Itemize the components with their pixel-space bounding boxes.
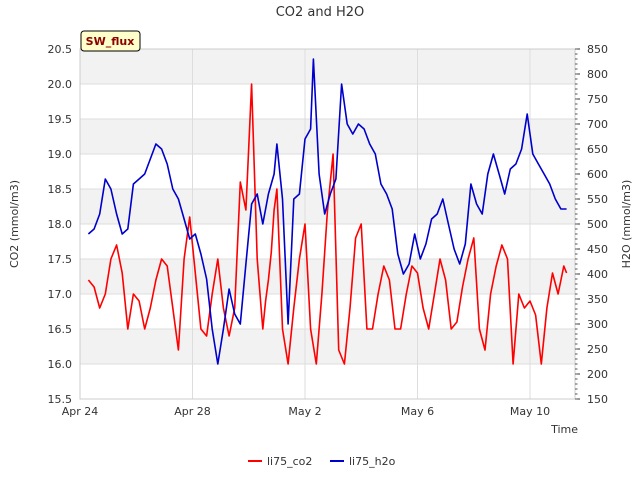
plot-band (80, 49, 575, 84)
series-line-li75_co2 (87, 83, 568, 365)
legend: li75_co2 li75_h2o (248, 455, 396, 468)
sw-flux-badge[interactable]: SW_flux (80, 30, 141, 52)
badge-box (80, 30, 141, 52)
legend-label-co2: li75_co2 (267, 455, 312, 468)
y-right-tick-label: 450 (587, 243, 608, 256)
y-right-tick-label: 500 (587, 218, 608, 231)
y-left-tick-label: 18.5 (48, 183, 73, 196)
badge-label: SW_flux (86, 35, 135, 48)
x-tick-label: May 6 (401, 405, 434, 418)
x-tick-label: Apr 24 (62, 405, 99, 418)
series-line-li75_h2o (87, 58, 567, 365)
plot-band (80, 329, 575, 364)
chart-title: CO2 and H2O (276, 5, 365, 20)
y-right-tick-label: 750 (587, 93, 608, 106)
y-left-tick-label: 17.5 (48, 253, 73, 266)
right-axis-ticks: 150 200 250 300 350 400 450 500 550 600 650 700 750 8… (575, 43, 608, 406)
y-right-tick-label: 300 (587, 318, 608, 331)
y-right-tick-label: 250 (587, 343, 608, 356)
y-left-tick-label: 19.0 (48, 148, 73, 161)
x-axis-label: Time (550, 423, 578, 436)
legend-item-h2o[interactable]: li75_h2o (330, 455, 396, 468)
legend-label-h2o: li75_h2o (349, 455, 396, 468)
x-tick-label: Apr 28 (174, 405, 211, 418)
y-left-tick-label: 16.0 (48, 358, 73, 371)
x-tick-label: May 2 (288, 405, 321, 418)
y-left-tick-label: 15.5 (48, 393, 73, 406)
y-left-tick-label: 19.5 (48, 113, 73, 126)
legend-item-co2[interactable]: li75_co2 (248, 455, 312, 468)
y-right-tick-label: 350 (587, 293, 608, 306)
right-axis-minor-ticks (575, 48, 578, 400)
y-right-tick-label: 850 (587, 43, 608, 56)
y-right-tick-label: 650 (587, 143, 608, 156)
x-axis-ticks: Apr 24 Apr 28 May 2 May 6 May 10 (62, 405, 550, 418)
y-right-tick-label: 600 (587, 168, 608, 181)
y-left-tick-label: 17.0 (48, 288, 73, 301)
y-left-tick-label: 16.5 (48, 323, 73, 336)
y-axis-left-label: CO2 (mmol/m3) (8, 180, 21, 268)
y-right-tick-label: 550 (587, 193, 608, 206)
x-tick-label: May 10 (510, 405, 550, 418)
y-right-tick-label: 400 (587, 268, 608, 281)
y-left-tick-label: 20.5 (48, 43, 73, 56)
series-lines (87, 58, 568, 365)
plot-band (80, 119, 575, 154)
y-axis-right-label: H2O (mmol/m3) (620, 180, 633, 269)
left-axis-ticks: 15.5 16.0 16.5 17.0 17.5 18.0 18.5 19.0 19.5 20.0… (48, 43, 73, 406)
y-right-tick-label: 700 (587, 118, 608, 131)
y-right-tick-label: 150 (587, 393, 608, 406)
plot-bands (80, 49, 575, 364)
y-right-tick-label: 800 (587, 68, 608, 81)
y-left-tick-label: 20.0 (48, 78, 73, 91)
y-left-tick-label: 18.0 (48, 218, 73, 231)
y-right-tick-label: 200 (587, 368, 608, 381)
